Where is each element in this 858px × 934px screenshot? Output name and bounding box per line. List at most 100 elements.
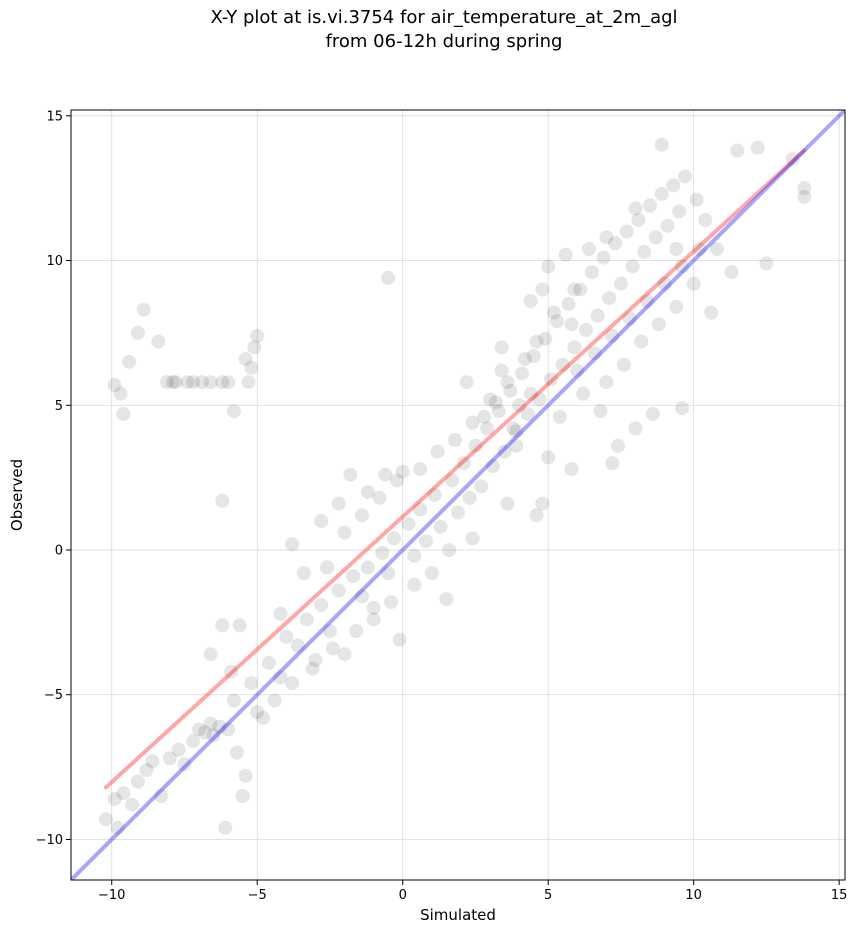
y-tick-label: 15 — [46, 109, 63, 124]
data-point — [194, 375, 209, 390]
data-point — [221, 722, 236, 737]
data-point — [459, 375, 474, 390]
data-point — [215, 618, 230, 633]
data-point — [267, 693, 282, 708]
data-point — [171, 742, 186, 757]
data-point — [517, 351, 532, 366]
data-point — [343, 467, 358, 482]
data-point — [325, 641, 340, 656]
data-point — [145, 754, 160, 769]
data-point — [381, 270, 396, 285]
data-point — [494, 340, 509, 355]
data-point — [165, 375, 180, 390]
data-point — [241, 375, 256, 390]
data-point — [372, 490, 387, 505]
data-point — [125, 797, 140, 812]
data-point — [541, 259, 556, 274]
data-point — [296, 566, 311, 581]
data-point — [456, 456, 471, 471]
data-point — [797, 189, 812, 204]
data-point — [497, 444, 512, 459]
data-point — [308, 653, 323, 667]
data-point — [322, 624, 337, 639]
x-tick-label: −5 — [248, 888, 267, 903]
y-tick-label: 10 — [46, 254, 63, 269]
data-point — [654, 137, 669, 152]
data-point — [401, 516, 416, 531]
data-point — [116, 406, 131, 421]
data-point — [686, 276, 701, 291]
data-point — [538, 331, 553, 346]
data-point — [672, 204, 687, 219]
data-point — [285, 537, 300, 552]
data-point — [247, 340, 262, 355]
data-point — [666, 178, 681, 193]
data-point — [273, 670, 288, 685]
data-point — [520, 406, 535, 421]
x-axis-ticks: −10 −5 0 5 10 15 — [98, 880, 847, 903]
data-point — [675, 259, 690, 274]
data-point — [509, 424, 524, 439]
data-point — [573, 282, 588, 297]
data-point — [451, 505, 465, 520]
data-point — [261, 655, 276, 670]
data-point — [515, 366, 530, 381]
data-point — [526, 349, 541, 364]
data-point — [643, 198, 658, 213]
data-point — [384, 595, 399, 610]
data-point — [375, 545, 390, 560]
data-point — [360, 485, 375, 500]
y-axis-label: Observed — [8, 459, 26, 531]
data-point — [468, 438, 483, 453]
y-tick-label: −5 — [44, 688, 63, 703]
data-point — [273, 606, 288, 621]
data-point — [250, 328, 265, 343]
data-point — [532, 392, 547, 407]
data-point — [512, 398, 527, 413]
data-point — [110, 820, 125, 835]
data-point — [206, 728, 221, 743]
data-point — [215, 493, 230, 508]
data-point — [180, 375, 195, 390]
chart-title-line-2: from 06-12h during spring — [325, 31, 563, 52]
data-point — [218, 820, 233, 835]
data-point — [561, 296, 576, 311]
data-point — [552, 409, 567, 424]
data-point — [389, 473, 404, 488]
data-point — [192, 722, 207, 737]
data-point — [660, 218, 675, 233]
data-point — [596, 250, 611, 265]
data-point — [224, 664, 239, 679]
data-point — [689, 192, 704, 207]
y-tick-label: 5 — [55, 399, 63, 414]
data-points — [98, 137, 812, 835]
regression-line — [71, 110, 845, 880]
data-point — [366, 600, 381, 615]
data-point — [212, 719, 227, 734]
data-point — [529, 508, 544, 523]
data-point — [480, 421, 495, 436]
data-point — [107, 378, 122, 392]
data-point — [386, 531, 401, 546]
data-point — [628, 201, 643, 216]
data-point — [197, 725, 212, 740]
data-point — [279, 629, 294, 644]
data-point — [669, 299, 684, 314]
data-point — [535, 282, 550, 297]
data-point — [759, 256, 774, 271]
data-point — [640, 294, 655, 309]
data-point — [244, 676, 259, 691]
data-point — [314, 598, 329, 612]
data-point — [221, 375, 236, 390]
data-point — [232, 618, 247, 633]
data-point — [613, 276, 628, 291]
x-tick-label: 15 — [831, 888, 848, 903]
data-point — [424, 566, 439, 581]
data-point — [116, 786, 131, 801]
data-point — [349, 624, 364, 639]
data-point — [599, 230, 614, 245]
data-point — [160, 375, 175, 390]
data-point — [299, 612, 314, 627]
data-point — [730, 143, 745, 158]
data-point — [418, 534, 433, 549]
